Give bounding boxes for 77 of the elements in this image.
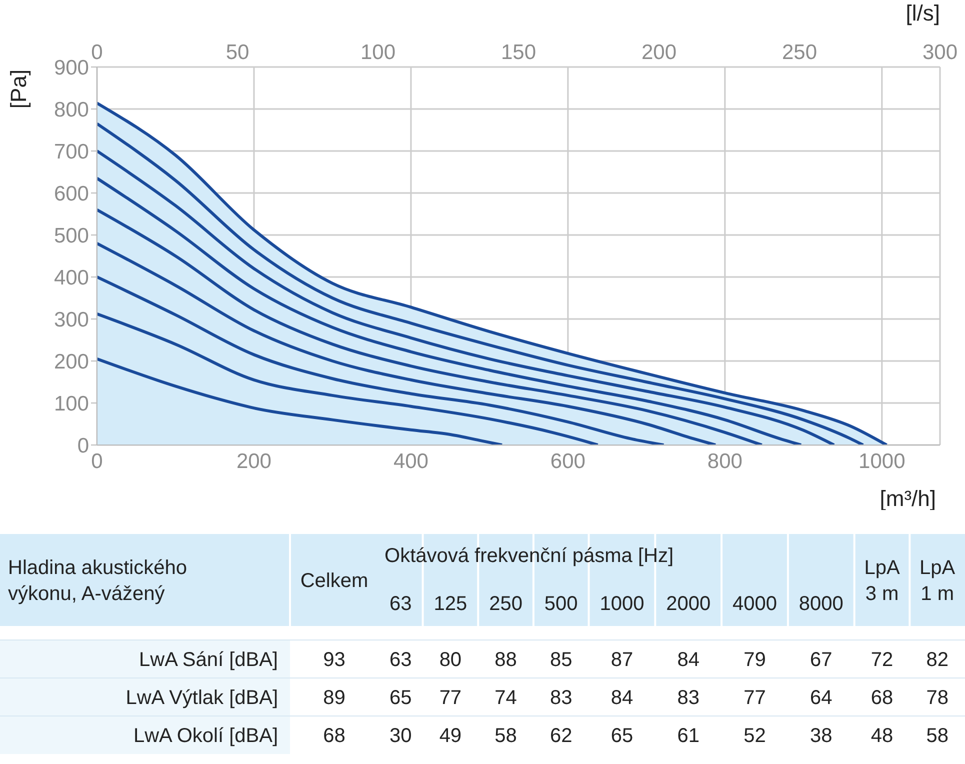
data-label: 85 [550, 649, 572, 671]
y-tick-label: 200 [54, 350, 89, 374]
y-tick-label: 800 [54, 98, 89, 122]
y-tick-label: 400 [54, 266, 89, 290]
y-tick-label: 500 [54, 224, 89, 248]
y-tick-label: 700 [54, 140, 89, 164]
data-label: 82 [926, 649, 948, 671]
data-label: 83 [550, 687, 572, 709]
x-tick-label: 250 [489, 593, 522, 615]
data-label: 74 [494, 687, 517, 709]
data-label: 84 [677, 649, 700, 671]
y-tick-label: LwA Výtlak [dBA] [126, 687, 278, 709]
data-label: 58 [494, 725, 517, 747]
data-label: 49 [439, 725, 462, 747]
data-label: 79 [744, 649, 766, 671]
x-tick-label: 63 [390, 593, 412, 615]
x-tick-label: 400 [393, 450, 428, 473]
y-tick-label: 900 [54, 56, 89, 80]
x2-axis-title: [l/s] [906, 0, 940, 26]
y-tick-label: 300 [54, 308, 89, 332]
x-tick-label: 800 [707, 450, 742, 473]
x2-tick-label: 0 [91, 41, 103, 64]
data-label: 80 [439, 649, 462, 671]
x-tick-label: 600 [550, 450, 586, 473]
x-tick-label: 4000 [732, 593, 778, 615]
data-label: 77 [439, 687, 462, 709]
data-label: 38 [810, 725, 832, 747]
y-tick-label: 100 [54, 392, 89, 416]
line-series [97, 312, 600, 445]
x-tick-label: 1000 [858, 450, 906, 473]
data-label: 87 [610, 649, 634, 671]
data-label: 30 [390, 725, 412, 747]
x2-tick-label: 300 [922, 41, 958, 64]
line-series [97, 276, 666, 445]
data-label: 64 [810, 687, 832, 709]
data-label: 83 [677, 687, 700, 709]
data-label: 48 [870, 725, 894, 747]
y-tick-label: LwA Okolí [dBA] [133, 725, 278, 747]
data-label: 61 [677, 725, 700, 747]
data-label: 68 [323, 725, 346, 747]
y-tick-label: LwA Sání [dBA] [139, 649, 278, 671]
data-label: 62 [550, 725, 572, 747]
text: Hladina akustického výkonu, A-vážený [8, 557, 187, 605]
x2-tick-label: 200 [641, 41, 677, 64]
x-tick-label: LpA 1 m [920, 557, 956, 605]
data-label: 89 [323, 687, 346, 709]
x-tick-label: LpA 3 m [864, 557, 900, 605]
line-series [97, 242, 718, 445]
chart-subtitle: Oktávová frekvenční pásma [Hz] [384, 545, 674, 567]
data-label: 72 [870, 649, 894, 671]
data-label: 58 [926, 725, 948, 747]
data-label: 52 [744, 725, 766, 747]
x-tick-label: 500 [544, 593, 578, 615]
y-tick-label: 600 [54, 182, 89, 206]
x-tick-label: 125 [434, 593, 468, 615]
data-label: 78 [926, 687, 948, 709]
x-tick-label: 8000 [798, 593, 844, 615]
line-series [97, 357, 504, 445]
data-label: 67 [810, 649, 832, 671]
x-tick-label: Celkem [300, 570, 368, 592]
data-label: 93 [323, 649, 346, 671]
data-label: 77 [744, 687, 766, 709]
y-tick-label: 0 [77, 434, 89, 458]
data-label: 63 [390, 649, 412, 671]
x2-tick-label: 100 [360, 41, 396, 64]
line-series [97, 208, 764, 445]
x2-tick-label: 150 [500, 41, 536, 64]
data-label: 65 [390, 687, 412, 709]
x-tick-label: 1000 [600, 593, 644, 615]
y-axis-title: [Pa] [6, 69, 31, 109]
x2-tick-label: 250 [782, 41, 818, 64]
data-label: 65 [610, 725, 634, 747]
data-label: 84 [610, 687, 634, 709]
x2-tick-label: 50 [226, 41, 250, 64]
data-label: 68 [870, 687, 894, 709]
x-tick-label: 2000 [666, 593, 711, 615]
data-label: 88 [494, 649, 517, 671]
